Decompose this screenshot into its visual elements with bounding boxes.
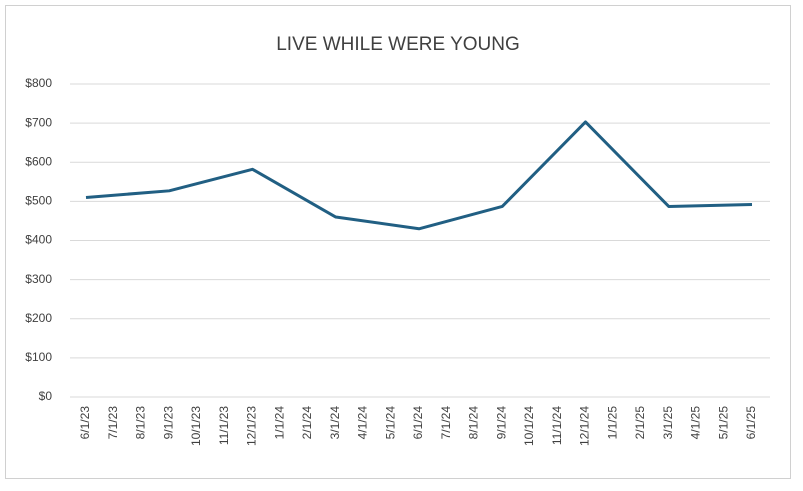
y-tick-label: $100 xyxy=(25,350,52,364)
chart-title: LIVE WHILE WERE YOUNG xyxy=(276,34,520,55)
x-tick-label: 2/1/24 xyxy=(300,406,314,440)
x-tick-label: 7/1/24 xyxy=(439,406,453,440)
x-tick-label: 6/1/25 xyxy=(744,406,758,440)
x-tick-label: 5/1/24 xyxy=(383,406,397,440)
line xyxy=(85,120,753,231)
x-tick-label: 6/1/24 xyxy=(411,406,425,440)
x-tick-label: 4/1/25 xyxy=(689,406,703,440)
y-tick-label: $200 xyxy=(25,311,52,325)
x-tick-label: 2/1/25 xyxy=(633,406,647,440)
x-tick-label: 10/1/23 xyxy=(189,406,203,446)
x-tick-label: 12/1/24 xyxy=(578,406,592,446)
y-tick-label: $600 xyxy=(25,154,52,168)
x-tick-label: 9/1/24 xyxy=(494,406,508,440)
x-tick-label: 6/1/23 xyxy=(78,406,92,440)
x-tick-label: 9/1/23 xyxy=(161,406,175,440)
y-tick-label: $700 xyxy=(25,115,52,129)
x-tick-label: 7/1/23 xyxy=(106,406,120,440)
x-tick-label: 4/1/24 xyxy=(356,406,370,440)
x-tick-label: 3/1/25 xyxy=(661,406,675,440)
y-tick-label: $300 xyxy=(25,272,52,286)
y-tick-label: $800 xyxy=(25,76,52,90)
x-tick-label: 12/1/23 xyxy=(245,406,259,446)
x-tick-label: 11/1/23 xyxy=(217,406,231,445)
x-tick-label: 10/1/24 xyxy=(522,406,536,446)
x-tick-label: 1/1/24 xyxy=(272,406,286,440)
y-tick-label: $0 xyxy=(39,389,53,403)
y-tick-label: $400 xyxy=(25,233,52,247)
x-tick-label: 8/1/24 xyxy=(467,406,481,440)
y-tick-label: $500 xyxy=(25,194,52,208)
x-tick-label: 3/1/24 xyxy=(328,406,342,440)
x-tick-label: 8/1/23 xyxy=(134,406,148,440)
x-tick-label: 11/1/24 xyxy=(550,406,564,445)
x-tick-label: 5/1/25 xyxy=(716,406,730,440)
x-tick-label: 1/1/25 xyxy=(605,406,619,440)
